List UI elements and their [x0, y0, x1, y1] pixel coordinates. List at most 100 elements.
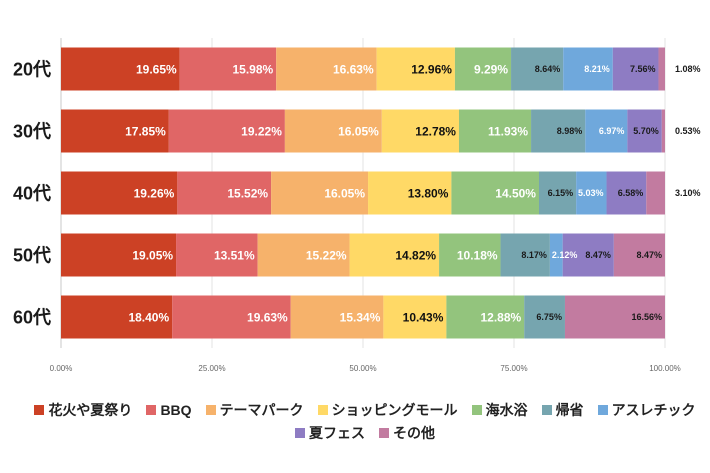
legend-row: 夏フェス その他 — [0, 423, 710, 443]
legend-swatch — [379, 428, 389, 438]
legend-label: ショッピングモール — [331, 402, 458, 418]
bar-segment — [524, 295, 565, 339]
data-label: 5.70% — [633, 126, 659, 136]
bar-segment — [381, 109, 459, 153]
y-axis-label: 20代 — [13, 60, 51, 80]
data-label: 10.18% — [457, 248, 498, 262]
bar-segment — [661, 109, 665, 153]
bar-segment — [349, 233, 440, 277]
data-label: 3.10% — [675, 188, 701, 198]
legend-item: 夏フェス — [295, 423, 365, 443]
bar-segment — [627, 109, 662, 153]
legend-label: テーマパーク — [219, 402, 304, 418]
x-tick-label: 50.00% — [349, 364, 376, 373]
y-axis-label: 30代 — [13, 122, 51, 142]
data-label: 13.80% — [408, 186, 449, 200]
data-label: 11.93% — [488, 124, 528, 138]
bar-segment — [376, 47, 455, 91]
y-axis-label: 50代 — [13, 246, 51, 266]
y-axis-labels: 20代 30代 40代 50代 60代 — [13, 60, 51, 328]
legend-label: BBQ — [160, 402, 192, 418]
legend-swatch — [317, 405, 328, 415]
bar-segment — [61, 47, 180, 91]
y-axis-label: 40代 — [13, 184, 51, 204]
data-label: 19.63% — [247, 310, 288, 324]
bar-segment — [613, 233, 665, 277]
data-label: 8.98% — [557, 126, 583, 136]
bar-segment — [179, 47, 277, 91]
data-label: 16.63% — [333, 62, 374, 76]
legend-swatch — [34, 405, 45, 415]
legend-item: BBQ — [146, 400, 192, 420]
data-label: 15.52% — [227, 186, 268, 200]
data-label: 19.65% — [136, 62, 177, 76]
data-label: 8.64% — [535, 64, 561, 74]
data-label: 18.40% — [128, 310, 169, 324]
data-label: 12.96% — [411, 62, 452, 76]
y-axis-label: 60代 — [13, 308, 51, 328]
data-label: 8.47% — [585, 250, 611, 260]
data-label: 6.15% — [548, 188, 574, 198]
bar-segment — [284, 109, 382, 153]
bar-segment — [177, 171, 272, 215]
bar-segment — [61, 233, 177, 277]
bar-segment — [276, 47, 377, 91]
bar-segment — [61, 109, 169, 153]
bar-segment — [511, 47, 564, 91]
data-label: 15.34% — [340, 310, 381, 324]
data-label: 14.50% — [495, 186, 536, 200]
bars — [61, 47, 665, 339]
x-tick-label: 100.00% — [649, 364, 681, 373]
x-tick-label: 25.00% — [198, 364, 225, 373]
data-label: 14.82% — [395, 248, 436, 262]
legend-item: ショッピングモール — [317, 400, 458, 420]
bar-segment — [549, 233, 563, 277]
bar-segment — [271, 171, 369, 215]
legend-item: アスレチック — [597, 400, 696, 420]
legend-swatch — [541, 405, 552, 415]
data-label: 10.43% — [403, 310, 444, 324]
legend-item: その他 — [379, 423, 435, 443]
bar-segment — [290, 295, 384, 339]
data-label: 19.26% — [134, 186, 175, 200]
bar-segment — [563, 47, 613, 91]
bar-segment — [658, 47, 665, 91]
bar-segment — [564, 295, 665, 339]
bar-segment — [612, 47, 659, 91]
data-label: 12.78% — [415, 124, 456, 138]
data-label: 15.98% — [233, 62, 274, 76]
x-tick-label: 0.00% — [50, 364, 73, 373]
data-label: 13.51% — [214, 248, 255, 262]
legend-swatch — [295, 428, 305, 438]
bar-segment — [458, 109, 532, 153]
bar-segment — [606, 171, 647, 215]
legend-label: 海水浴 — [485, 402, 528, 418]
data-label: 6.97% — [599, 126, 625, 136]
legend-item: 海水浴 — [471, 400, 528, 420]
data-label: 16.56% — [631, 312, 662, 322]
data-label: 19.05% — [132, 248, 173, 262]
bar-segment — [562, 233, 614, 277]
bar-segment — [383, 295, 447, 339]
legend-label: アスレチック — [611, 402, 696, 418]
legend-label: 夏フェス — [309, 425, 365, 441]
bar-segment — [646, 171, 665, 215]
data-label: 16.05% — [338, 124, 379, 138]
bar-segment — [168, 109, 285, 153]
bar-segment — [585, 109, 628, 153]
legend-item: テーマパーク — [205, 400, 304, 420]
data-label: 6.75% — [536, 312, 562, 322]
legend-swatch — [597, 405, 608, 415]
data-label: 2.12% — [552, 250, 578, 260]
data-label: 12.88% — [480, 310, 521, 324]
data-label: 7.56% — [630, 64, 656, 74]
bar-segment — [368, 171, 452, 215]
bar-segment — [451, 171, 539, 215]
legend-swatch — [471, 405, 482, 415]
legend-swatch — [146, 405, 157, 415]
bar-segment — [531, 109, 586, 153]
data-label: 5.03% — [578, 188, 604, 198]
bar-segment — [500, 233, 550, 277]
data-label: 0.53% — [675, 126, 701, 136]
